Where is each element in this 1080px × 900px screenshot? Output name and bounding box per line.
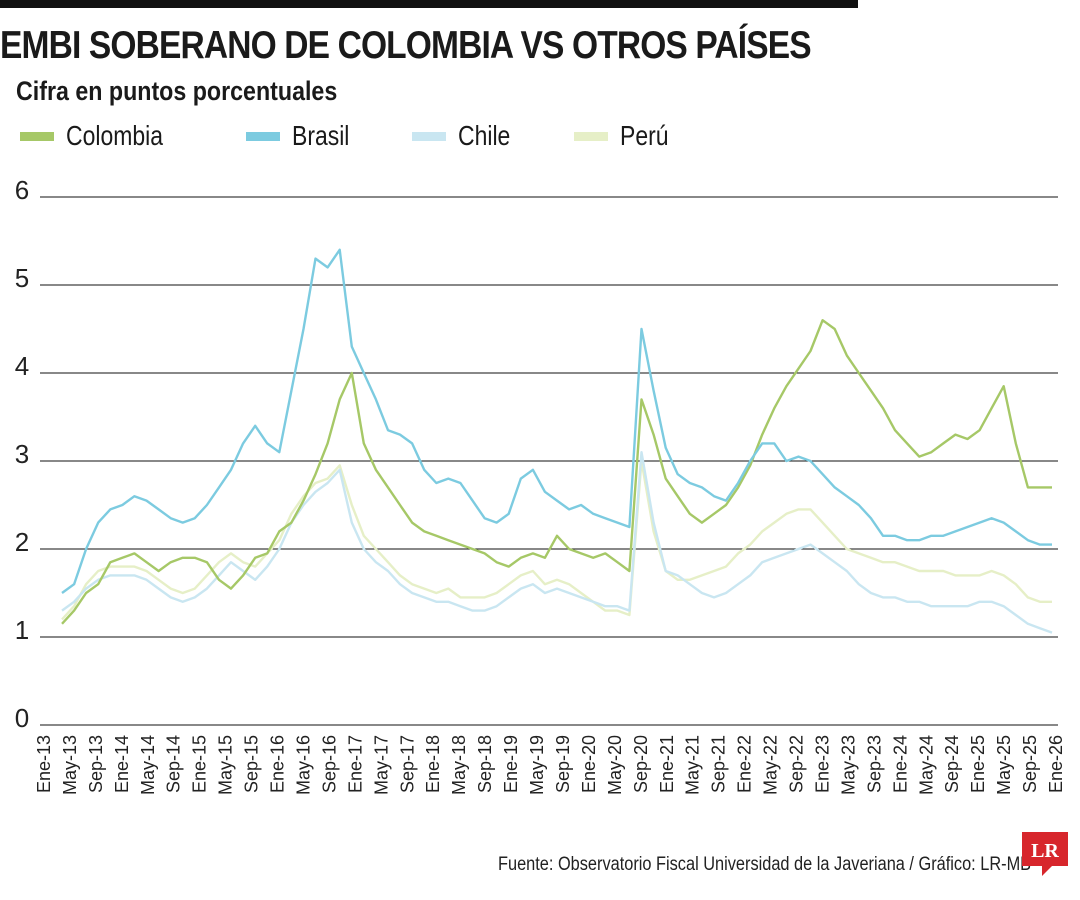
x-tick-label: Ene-17 <box>345 735 365 793</box>
legend-item-brasil: Brasil <box>246 118 362 154</box>
top-rule <box>0 0 858 8</box>
lr-logo: LR <box>1022 832 1068 876</box>
x-tick-label: Ene-26 <box>1046 735 1066 793</box>
legend-swatch-colombia <box>20 131 54 141</box>
x-tick-label: Ene-22 <box>735 735 755 793</box>
x-tick-label: Ene-16 <box>268 735 288 793</box>
logo-text: LR <box>1031 840 1059 862</box>
x-tick-label: May-21 <box>683 735 703 795</box>
legend-item-peru: Perú <box>574 118 679 154</box>
legend-item-chile: Chile <box>412 118 522 154</box>
legend: Colombia Brasil Chile Perú <box>20 118 820 154</box>
x-tick-label: Sep-24 <box>942 735 962 793</box>
y-tick-label: 5 <box>15 263 29 293</box>
legend-swatch-brasil <box>246 131 280 141</box>
series-line-brasil <box>61 248 1052 594</box>
legend-swatch-chile <box>412 131 446 141</box>
source-note: Fuente: Observatorio Fiscal Universidad … <box>498 854 1032 875</box>
x-tick-label: May-14 <box>138 735 158 795</box>
x-tick-label: May-17 <box>371 735 391 795</box>
y-tick-label: 6 <box>15 175 29 205</box>
series-line-chile <box>61 451 1053 634</box>
x-tick-label: Sep-16 <box>319 735 339 793</box>
x-tick-label: Sep-14 <box>164 735 184 793</box>
x-tick-label: Sep-17 <box>397 735 417 793</box>
x-tick-label: May-24 <box>916 735 936 795</box>
x-tick-label: Ene-18 <box>423 735 443 793</box>
y-tick-label: 1 <box>15 615 29 645</box>
legend-label-peru: Perú <box>620 120 669 151</box>
y-tick-label: 2 <box>15 527 29 557</box>
line-chart: 0 1 2 3 4 5 6 Ene-13 May-13 Sep-13 Ene-14 May-14 Sep… <box>15 175 1066 795</box>
series-line-perú <box>61 459 1052 621</box>
x-tick-label: May-13 <box>60 735 80 795</box>
chart-title: EMBI SOBERANO DE COLOMBIA VS OTROS PAÍSE… <box>0 24 812 67</box>
chart-subtitle: Cifra en puntos porcentuales <box>16 76 338 106</box>
x-tick-label: Sep-20 <box>631 735 651 793</box>
legend-label-brasil: Brasil <box>292 120 350 151</box>
y-tick-label: 0 <box>15 703 29 733</box>
series-line-colombia <box>61 318 1052 625</box>
legend-swatch-peru <box>574 131 608 141</box>
x-tick-label: Sep-22 <box>787 735 807 793</box>
x-tick-label: May-16 <box>293 735 313 795</box>
x-tick-label: Ene-25 <box>968 735 988 793</box>
x-tick-label: Ene-24 <box>890 735 910 793</box>
legend-label-chile: Chile <box>458 120 511 151</box>
x-tick-label: Ene-13 <box>34 735 54 793</box>
x-tick-label: May-15 <box>216 735 236 795</box>
legend-item-colombia: Colombia <box>20 118 184 154</box>
legend-label-colombia: Colombia <box>66 120 163 151</box>
x-tick-label: Sep-19 <box>553 735 573 793</box>
x-tick-label: May-20 <box>605 735 625 795</box>
x-tick-label: Ene-23 <box>812 735 832 793</box>
x-tick-label: May-22 <box>761 735 781 795</box>
x-tick-label: May-18 <box>449 735 469 795</box>
x-tick-label: Sep-18 <box>475 735 495 793</box>
x-tick-label: May-23 <box>838 735 858 795</box>
y-tick-label: 4 <box>15 351 29 381</box>
x-tick-label: Sep-21 <box>709 735 729 793</box>
x-tick-label: Ene-14 <box>112 735 132 793</box>
x-tick-label: Ene-20 <box>579 735 599 793</box>
x-tick-label: Sep-25 <box>1020 735 1040 793</box>
x-tick-label: Sep-13 <box>86 735 106 793</box>
x-tick-label: Sep-23 <box>864 735 884 793</box>
x-tick-label: Sep-15 <box>242 735 262 793</box>
x-tick-label: May-25 <box>994 735 1014 795</box>
y-tick-label: 3 <box>15 439 29 469</box>
x-tick-label: May-19 <box>527 735 547 795</box>
x-tick-label: Ene-21 <box>657 735 677 793</box>
x-tick-label: Ene-19 <box>501 735 521 793</box>
x-tick-label: Ene-15 <box>190 735 210 793</box>
